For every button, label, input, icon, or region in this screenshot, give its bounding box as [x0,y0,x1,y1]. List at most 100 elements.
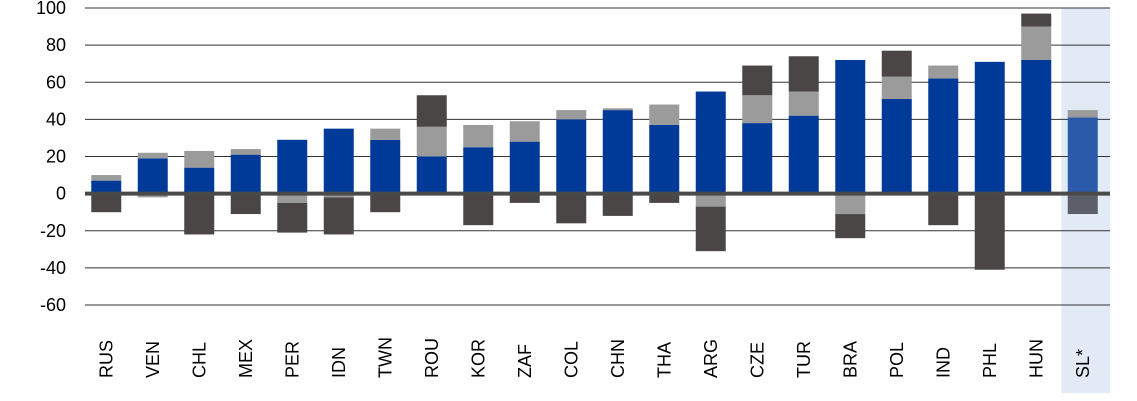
bar-blue-segment [742,123,773,194]
x-tick-label: ZAF [515,344,535,378]
bar-blue-segment [509,141,540,194]
bar-blue-segment [463,147,494,194]
x-tick-label: ROU [422,338,442,378]
bar-blue-segment [649,124,680,194]
bar-group [230,149,261,215]
bar-group [323,128,354,235]
x-tick-label: THA [654,342,674,378]
bar-gray-segment [881,76,912,99]
bar-dark-negative-segment [835,214,866,239]
bar-group [184,150,215,235]
y-tick-label: -20 [40,221,66,241]
bar-group [91,175,122,213]
bar-group [788,56,819,194]
x-tick-label: VEN [143,341,163,378]
bar-blue-segment [1067,117,1098,194]
bar-group [137,152,168,198]
y-tick-label: -40 [40,258,66,278]
bar-group [974,61,1005,270]
bar-group [928,65,959,226]
y-tick-label: 60 [46,72,66,92]
x-tick-label: KOR [468,339,488,378]
x-tick-label: HUN [1026,339,1046,378]
bar-dark-negative-segment [230,193,261,215]
bar-group [1021,13,1052,194]
bar-group [556,110,587,224]
bar-blue-segment [556,119,587,194]
bar-gray-segment [1067,110,1098,118]
bar-dark-negative-segment [277,202,308,233]
bar-group [277,139,308,233]
bar-dark-negative-segment [602,193,633,216]
bar-dark-segment [788,56,819,92]
y-tick-label: 20 [46,147,66,167]
bar-dark-negative-segment [928,193,959,226]
bar-blue-segment [974,61,1005,194]
bar-dark-negative-segment [556,193,587,224]
bar-gray-segment [416,126,447,157]
bar-gray-segment [184,150,215,168]
bar-group [881,50,912,194]
bar-dark-segment [416,95,447,127]
bar-gray-segment [556,110,587,120]
bar-dark-segment [1021,13,1052,27]
x-tick-label: CHL [189,342,209,378]
bars [91,13,1098,270]
bar-blue-segment [928,78,959,194]
bar-group [416,95,447,194]
bar-gray-negative-segment [835,193,866,215]
bar-group [835,59,866,239]
bar-dark-negative-segment [323,197,354,235]
bar-blue-segment [184,167,215,194]
x-tick-label: SL* [1073,349,1093,378]
x-tick-label: PER [282,341,302,378]
bar-gray-segment [602,108,633,111]
x-tick-label: COL [561,341,581,378]
y-tick-label: 40 [46,109,66,129]
bar-blue-segment [602,110,633,194]
bar-blue-segment [230,154,261,194]
bar-gray-segment [649,104,680,125]
bar-group [742,65,773,194]
bar-dark-negative-segment [91,193,122,213]
bar-blue-segment [1021,59,1052,194]
bar-blue-segment [788,115,819,194]
bar-gray-segment [788,91,819,116]
bar-blue-segment [370,139,401,194]
bar-dark-negative-segment [1067,193,1098,215]
bar-gray-segment [91,175,122,181]
bar-blue-segment [835,59,866,194]
bar-blue-segment [277,139,308,194]
bar-blue-segment [323,128,354,194]
bar-dark-negative-segment [695,206,726,252]
bar-gray-segment [463,124,494,148]
bar-group [602,108,633,216]
bar-gray-segment [742,95,773,124]
y-tick-label: -60 [40,295,66,315]
x-tick-label: POL [887,342,907,378]
bar-dark-negative-segment [649,193,680,203]
bar-dark-segment [881,50,912,77]
bar-gray-segment [1021,26,1052,60]
x-axis: RUS VEN CHL MEX PER IDN TWN ROU KOR ZAF COL CHN THA A… [96,337,1093,378]
x-tick-label: PHL [980,343,1000,378]
bar-gray-negative-segment [277,193,308,203]
bar-gray-negative-segment [695,193,726,207]
bar-group [1067,110,1098,215]
bar-gray-segment [137,152,168,159]
bar-gray-segment [370,128,401,140]
bar-group [695,91,726,252]
bar-blue-segment [91,180,122,194]
bar-dark-negative-segment [509,193,540,203]
x-tick-label: TUR [794,341,814,378]
y-tick-label: 80 [46,35,66,55]
bar-dark-negative-segment [974,193,1005,270]
x-tick-label: BRA [840,341,860,378]
x-tick-label: MEX [236,339,256,378]
bar-gray-segment [928,65,959,79]
bar-blue-segment [137,158,168,194]
x-tick-label: IND [933,347,953,378]
bar-group [370,128,401,213]
y-tick-label: 100 [36,0,66,18]
